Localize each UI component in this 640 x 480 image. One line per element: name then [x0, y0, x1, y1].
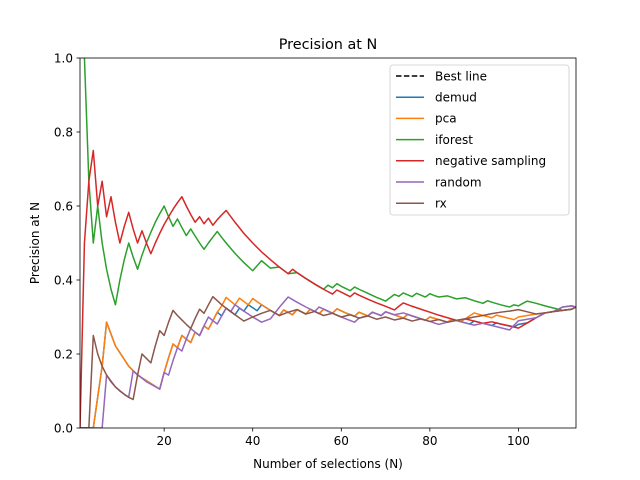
- plot-frame: [79, 57, 577, 429]
- y-tick-label: 0.0: [54, 421, 73, 435]
- x-tick-label: 60: [334, 434, 349, 448]
- y-tick-label: 0.8: [54, 125, 73, 139]
- legend-frame: [389, 64, 570, 216]
- series-line-rx: [80, 295, 576, 428]
- x-axis: 20 40 60 80 100: [157, 428, 530, 448]
- y-tick-label: 0.6: [54, 199, 73, 213]
- x-tick-label: 80: [422, 434, 437, 448]
- legend-label-random: random: [435, 175, 482, 189]
- y-axis-label: Precision at N: [28, 202, 42, 284]
- y-tick-label: 0.4: [54, 273, 73, 287]
- legend-label-iforest: iforest: [435, 133, 473, 147]
- x-tick-label: 100: [507, 434, 530, 448]
- legend: Best line demud pca iforest negative samplin…: [389, 64, 570, 216]
- legend-label-best-line: Best line: [435, 69, 487, 83]
- legend-label-negative-sampling: negative sampling: [435, 154, 546, 168]
- y-tick-label: 1.0: [54, 51, 73, 65]
- y-tick-label: 0.2: [54, 347, 73, 361]
- legend-label-demud: demud: [435, 91, 477, 105]
- x-tick-label: 20: [157, 434, 172, 448]
- legend-label-pca: pca: [435, 112, 457, 126]
- x-tick-label: 40: [245, 434, 260, 448]
- series-layer: [80, 58, 576, 428]
- legend-label-rx: rx: [435, 197, 447, 211]
- series-line-random: [80, 296, 576, 428]
- chart-title: Precision at N: [279, 37, 378, 53]
- series-line-pca: [80, 296, 576, 428]
- y-axis: 0.0 0.2 0.4 0.6 0.8 1.0: [54, 51, 80, 435]
- x-axis-label: Number of selections (N): [253, 457, 403, 471]
